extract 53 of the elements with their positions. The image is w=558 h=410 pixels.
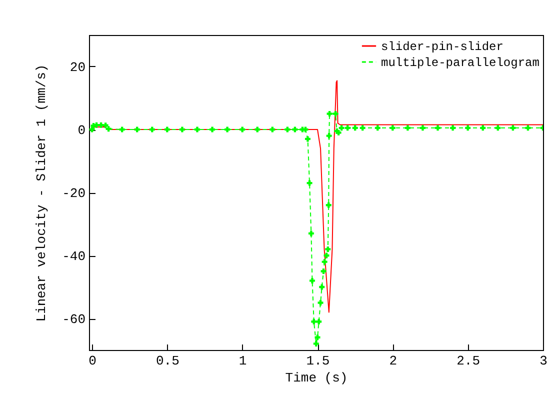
point xyxy=(435,125,441,131)
legend-label: slider-pin-slider xyxy=(381,40,504,54)
y-tick-label: -40 xyxy=(62,249,86,264)
point xyxy=(450,125,456,131)
point xyxy=(306,180,312,186)
x-tick-label: 0.5 xyxy=(156,354,180,368)
legend-label: multiple-parallelogram xyxy=(381,56,540,70)
x-tick-label: 2 xyxy=(389,354,398,368)
point xyxy=(325,246,331,252)
point xyxy=(404,125,410,131)
point xyxy=(320,268,326,274)
point xyxy=(465,125,471,131)
x-tick-label: 2.5 xyxy=(456,354,480,368)
point xyxy=(164,126,170,132)
point xyxy=(308,230,314,236)
x-tick-label: 0 xyxy=(88,354,96,368)
point xyxy=(318,300,324,306)
point xyxy=(360,125,366,131)
point xyxy=(326,133,332,139)
point xyxy=(420,125,426,131)
point xyxy=(332,111,338,116)
point xyxy=(352,125,358,131)
point xyxy=(495,125,501,131)
y-tick-label: 20 xyxy=(70,60,86,75)
y-tick-label: -20 xyxy=(62,186,86,201)
point xyxy=(240,126,246,132)
point xyxy=(102,122,108,128)
point xyxy=(510,125,516,131)
point xyxy=(525,125,531,131)
point xyxy=(326,202,332,208)
y-tick-label: 0 xyxy=(78,123,86,138)
point xyxy=(310,278,315,284)
point xyxy=(194,126,200,132)
x-tick-label: 1 xyxy=(238,354,247,368)
point xyxy=(106,126,112,132)
x-axis-title: Time (s) xyxy=(285,370,348,386)
point xyxy=(338,125,344,131)
y-tick-label: -60 xyxy=(62,312,86,327)
point xyxy=(322,259,328,265)
point xyxy=(326,111,332,116)
point xyxy=(390,125,396,131)
x-tick-label: 3 xyxy=(540,354,548,368)
point xyxy=(344,125,350,131)
point xyxy=(480,125,486,131)
point xyxy=(210,126,216,132)
point xyxy=(313,340,319,346)
point xyxy=(374,125,380,131)
x-tick-label: 1.5 xyxy=(306,354,330,368)
point xyxy=(224,126,230,132)
point xyxy=(179,126,185,132)
point xyxy=(304,136,310,142)
y-axis-title: Linear velocity - Slider 1 (mm/s) xyxy=(34,64,50,322)
point xyxy=(316,318,322,324)
